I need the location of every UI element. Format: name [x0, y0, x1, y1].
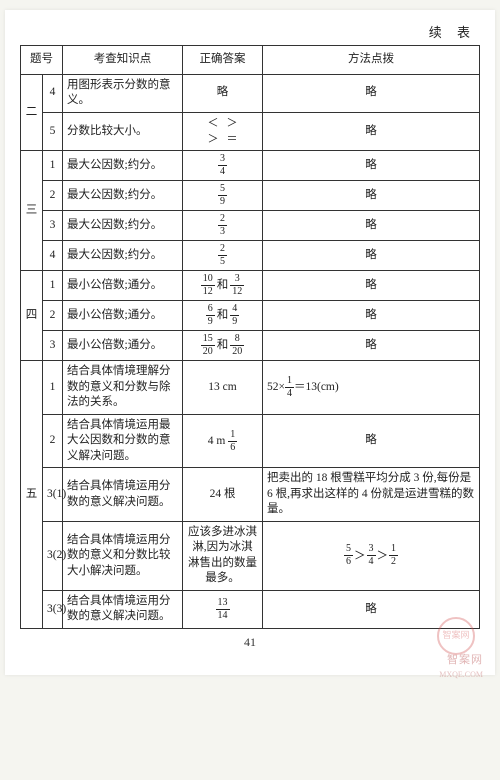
subnum-cell: 4: [43, 74, 63, 112]
table-row: 3(3)结合具体情境运用分数的意义解决问题。1314略: [21, 590, 480, 628]
subnum-cell: 3(2): [43, 521, 63, 590]
topic-cell: 结合具体情境运用分数的意义解决问题。: [63, 590, 183, 628]
subnum-cell: 2: [43, 301, 63, 331]
table-row: 3最大公因数;约分。23略: [21, 211, 480, 241]
page-container: 续 表 题号 考查知识点 正确答案 方法点拨 二4用图形表示分数的意义。略略5分…: [5, 10, 495, 675]
topic-cell: 结合具体情境运用分数的意义和分数比较大小解决问题。: [63, 521, 183, 590]
method-cell: 52×14＝13(cm): [263, 361, 480, 415]
table-row: 三1最大公因数;约分。34略: [21, 151, 480, 181]
subnum-cell: 4: [43, 241, 63, 271]
answer-cell: 23: [183, 211, 263, 241]
answer-cell: ＜＞＞＝: [183, 112, 263, 151]
subnum-cell: 1: [43, 271, 63, 301]
header-answer: 正确答案: [183, 46, 263, 75]
answer-cell: 69和49: [183, 301, 263, 331]
method-cell: 略: [263, 301, 480, 331]
answer-cell: 应该多进冰淇淋,因为冰淇淋售出的数量最多。: [183, 521, 263, 590]
subnum-cell: 3(3): [43, 590, 63, 628]
section-cell: 三: [21, 151, 43, 271]
method-cell: 略: [263, 241, 480, 271]
table-row: 二4用图形表示分数的意义。略略: [21, 74, 480, 112]
method-cell: 略: [263, 414, 480, 468]
topic-cell: 最小公倍数;通分。: [63, 301, 183, 331]
table-row: 2最大公因数;约分。59略: [21, 181, 480, 211]
topic-cell: 结合具体情境理解分数的意义和分数与除法的关系。: [63, 361, 183, 415]
method-cell: 略: [263, 74, 480, 112]
table-row: 4最大公因数;约分。25略: [21, 241, 480, 271]
topic-cell: 最小公倍数;通分。: [63, 271, 183, 301]
subnum-cell: 1: [43, 361, 63, 415]
topic-cell: 最大公因数;约分。: [63, 241, 183, 271]
table-header: 题号 考查知识点 正确答案 方法点拨: [21, 46, 480, 75]
method-cell: 56＞34＞12: [263, 521, 480, 590]
table-row: 3(1)结合具体情境运用分数的意义解决问题。24 根把卖出的 18 根雪糕平均分…: [21, 468, 480, 522]
topic-cell: 最小公倍数;通分。: [63, 331, 183, 361]
subnum-cell: 3: [43, 211, 63, 241]
method-cell: 略: [263, 181, 480, 211]
answer-cell: 34: [183, 151, 263, 181]
watermark-sub: MXQE.COM: [439, 670, 483, 679]
answer-table: 题号 考查知识点 正确答案 方法点拨 二4用图形表示分数的意义。略略5分数比较大…: [20, 45, 480, 629]
answer-cell: 4 m 16: [183, 414, 263, 468]
table-row: 3(2)结合具体情境运用分数的意义和分数比较大小解决问题。应该多进冰淇淋,因为冰…: [21, 521, 480, 590]
topic-cell: 分数比较大小。: [63, 112, 183, 151]
topic-cell: 结合具体情境运用分数的意义解决问题。: [63, 468, 183, 522]
topic-cell: 最大公因数;约分。: [63, 151, 183, 181]
answer-cell: 1520和820: [183, 331, 263, 361]
method-cell: 略: [263, 112, 480, 151]
table-body: 二4用图形表示分数的意义。略略5分数比较大小。＜＞＞＝略三1最大公因数;约分。3…: [21, 74, 480, 628]
subnum-cell: 2: [43, 414, 63, 468]
page-number: 41: [20, 635, 480, 650]
header-method: 方法点拨: [263, 46, 480, 75]
subnum-cell: 1: [43, 151, 63, 181]
section-cell: 四: [21, 271, 43, 361]
subnum-cell: 3: [43, 331, 63, 361]
answer-cell: 24 根: [183, 468, 263, 522]
table-row: 2最小公倍数;通分。69和49略: [21, 301, 480, 331]
watermark-text: 智案网: [447, 651, 483, 667]
continuation-label: 续 表: [20, 22, 476, 41]
table-row: 五1结合具体情境理解分数的意义和分数与除法的关系。13 cm52×14＝13(c…: [21, 361, 480, 415]
answer-cell: 59: [183, 181, 263, 211]
method-cell: 把卖出的 18 根雪糕平均分成 3 份,每份是 6 根,再求出这样的 4 份就是…: [263, 468, 480, 522]
table-row: 3最小公倍数;通分。1520和820略: [21, 331, 480, 361]
topic-cell: 最大公因数;约分。: [63, 181, 183, 211]
method-cell: 略: [263, 271, 480, 301]
answer-cell: 略: [183, 74, 263, 112]
header-num: 题号: [21, 46, 63, 75]
answer-cell: 13 cm: [183, 361, 263, 415]
method-cell: 略: [263, 331, 480, 361]
stamp-icon: 智案网: [437, 617, 475, 655]
table-row: 四1最小公倍数;通分。1012和312略: [21, 271, 480, 301]
subnum-cell: 2: [43, 181, 63, 211]
topic-cell: 结合具体情境运用最大公因数和分数的意义解决问题。: [63, 414, 183, 468]
method-cell: 略: [263, 211, 480, 241]
answer-cell: 25: [183, 241, 263, 271]
table-row: 2结合具体情境运用最大公因数和分数的意义解决问题。4 m 16略: [21, 414, 480, 468]
section-cell: 五: [21, 361, 43, 629]
topic-cell: 最大公因数;约分。: [63, 211, 183, 241]
method-cell: 略: [263, 151, 480, 181]
subnum-cell: 5: [43, 112, 63, 151]
answer-cell: 1314: [183, 590, 263, 628]
topic-cell: 用图形表示分数的意义。: [63, 74, 183, 112]
header-topic: 考查知识点: [63, 46, 183, 75]
subnum-cell: 3(1): [43, 468, 63, 522]
answer-cell: 1012和312: [183, 271, 263, 301]
table-row: 5分数比较大小。＜＞＞＝略: [21, 112, 480, 151]
section-cell: 二: [21, 74, 43, 151]
